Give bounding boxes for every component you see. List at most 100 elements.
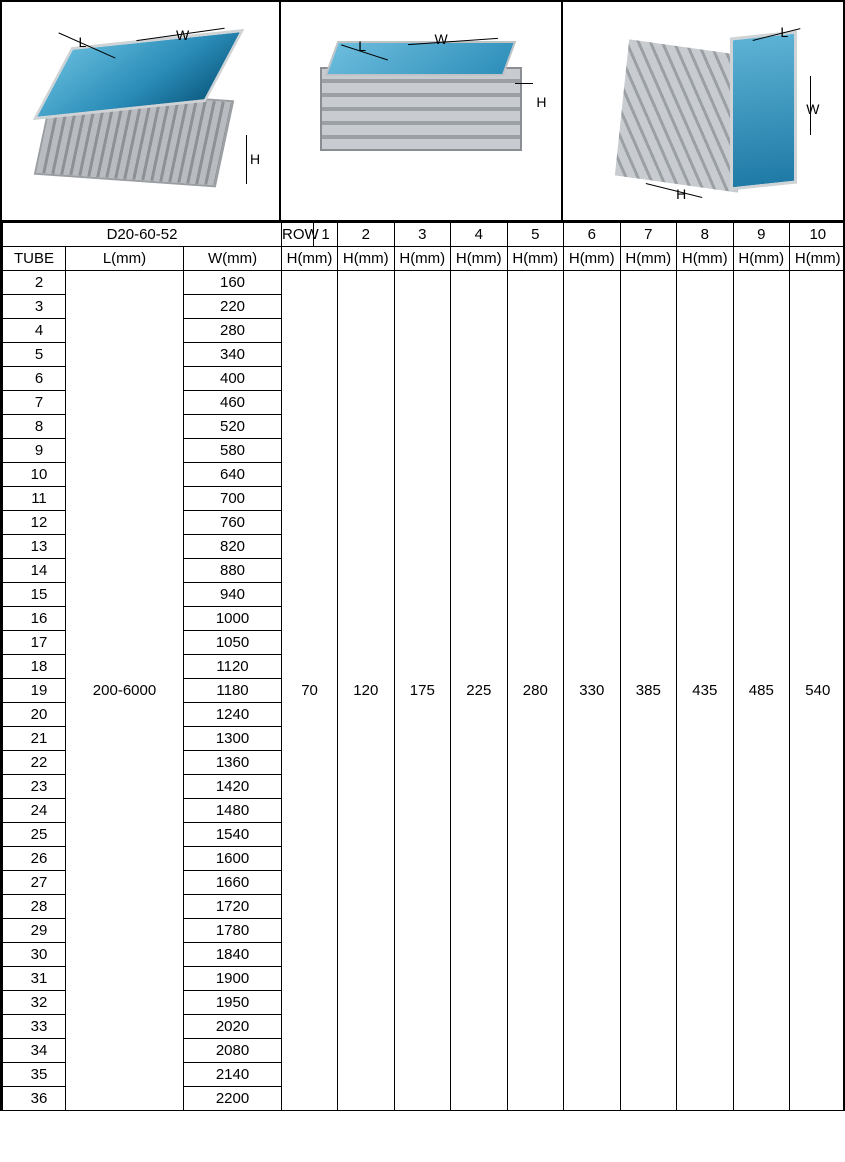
row-num-2: 2 — [338, 223, 395, 247]
row-num-5: 5 — [507, 223, 564, 247]
W-value: 1420 — [184, 775, 282, 799]
row-num-7: 7 — [620, 223, 677, 247]
tube-number: 8 — [3, 415, 66, 439]
W-value: 640 — [184, 463, 282, 487]
product-view-iso: L W H — [2, 2, 281, 220]
tube-number: 5 — [3, 343, 66, 367]
W-value: 820 — [184, 535, 282, 559]
H-header-4: H(mm) — [451, 247, 508, 271]
H-header-10: H(mm) — [790, 247, 845, 271]
H-header-1: H(mm) — [282, 247, 338, 271]
H-value-5: 280 — [507, 271, 564, 1111]
tube-number: 9 — [3, 439, 66, 463]
tube-number: 24 — [3, 799, 66, 823]
tube-number: 29 — [3, 919, 66, 943]
tube-number: 3 — [3, 295, 66, 319]
tube-number: 6 — [3, 367, 66, 391]
dim-label-W: W — [806, 101, 819, 117]
W-value: 1480 — [184, 799, 282, 823]
W-value: 520 — [184, 415, 282, 439]
dim-label-W: W — [434, 31, 447, 47]
W-value: 400 — [184, 367, 282, 391]
row-num-8: 8 — [677, 223, 734, 247]
W-value: 340 — [184, 343, 282, 367]
H-value-3: 175 — [394, 271, 451, 1111]
row-num-6: 6 — [564, 223, 621, 247]
W-value: 460 — [184, 391, 282, 415]
W-value: 1360 — [184, 751, 282, 775]
row-label: ROW — [282, 223, 314, 247]
H-value-8: 435 — [677, 271, 734, 1111]
table-body: 2200-60001607012017522528033038543548554… — [3, 271, 845, 1111]
H-header-7: H(mm) — [620, 247, 677, 271]
H-value-2: 120 — [338, 271, 395, 1111]
H-header-6: H(mm) — [564, 247, 621, 271]
W-value: 220 — [184, 295, 282, 319]
tube-number: 23 — [3, 775, 66, 799]
W-value: 1600 — [184, 847, 282, 871]
tube-number: 20 — [3, 703, 66, 727]
W-value: 280 — [184, 319, 282, 343]
W-value: 760 — [184, 511, 282, 535]
tube-number: 15 — [3, 583, 66, 607]
header-row-1: D20-60-52 ROW 1 2 3 4 5 6 7 8 9 10 — [3, 223, 845, 247]
tube-number: 19 — [3, 679, 66, 703]
tube-number: 18 — [3, 655, 66, 679]
product-image-row: L W H L W H L — [2, 2, 843, 222]
tube-number: 26 — [3, 847, 66, 871]
spec-sheet: L W H L W H L — [0, 0, 845, 1111]
row-num-4: 4 — [451, 223, 508, 247]
tube-number: 2 — [3, 271, 66, 295]
W-value: 2200 — [184, 1087, 282, 1111]
W-value: 940 — [184, 583, 282, 607]
W-value: 1720 — [184, 895, 282, 919]
H-header-2: H(mm) — [338, 247, 395, 271]
tube-number: 12 — [3, 511, 66, 535]
tube-number: 4 — [3, 319, 66, 343]
H-header-5: H(mm) — [507, 247, 564, 271]
W-value: 700 — [184, 487, 282, 511]
W-value: 1050 — [184, 631, 282, 655]
W-value: 160 — [184, 271, 282, 295]
W-value: 1540 — [184, 823, 282, 847]
tube-number: 7 — [3, 391, 66, 415]
row-num-9: 9 — [733, 223, 790, 247]
W-value: 1780 — [184, 919, 282, 943]
tube-number: 36 — [3, 1087, 66, 1111]
H-value-9: 485 — [733, 271, 790, 1111]
tube-number: 30 — [3, 943, 66, 967]
header-row-2: TUBE L(mm) W(mm) H(mm) H(mm) H(mm) H(mm)… — [3, 247, 845, 271]
row-num-3: 3 — [394, 223, 451, 247]
H-header-9: H(mm) — [733, 247, 790, 271]
tube-number: 34 — [3, 1039, 66, 1063]
model-code: D20-60-52 — [3, 223, 282, 247]
W-value: 1000 — [184, 607, 282, 631]
tube-number: 33 — [3, 1015, 66, 1039]
tube-number: 31 — [3, 967, 66, 991]
W-value: 1120 — [184, 655, 282, 679]
L-header: L(mm) — [66, 247, 184, 271]
H-value-4: 225 — [451, 271, 508, 1111]
W-value: 2020 — [184, 1015, 282, 1039]
tube-header: TUBE — [3, 247, 66, 271]
tube-number: 22 — [3, 751, 66, 775]
W-value: 1240 — [184, 703, 282, 727]
tube-number: 27 — [3, 871, 66, 895]
W-value: 1900 — [184, 967, 282, 991]
W-header: W(mm) — [184, 247, 282, 271]
tube-number: 32 — [3, 991, 66, 1015]
row-num-10: 10 — [790, 223, 845, 247]
tube-number: 21 — [3, 727, 66, 751]
H-value-10: 540 — [790, 271, 845, 1111]
dim-label-H: H — [250, 151, 260, 167]
W-value: 880 — [184, 559, 282, 583]
tube-number: 16 — [3, 607, 66, 631]
tube-number: 28 — [3, 895, 66, 919]
W-value: 1840 — [184, 943, 282, 967]
W-value: 2140 — [184, 1063, 282, 1087]
tube-number: 13 — [3, 535, 66, 559]
tube-number: 14 — [3, 559, 66, 583]
tube-number: 25 — [3, 823, 66, 847]
tube-number: 17 — [3, 631, 66, 655]
table-row: 2200-60001607012017522528033038543548554… — [3, 271, 845, 295]
